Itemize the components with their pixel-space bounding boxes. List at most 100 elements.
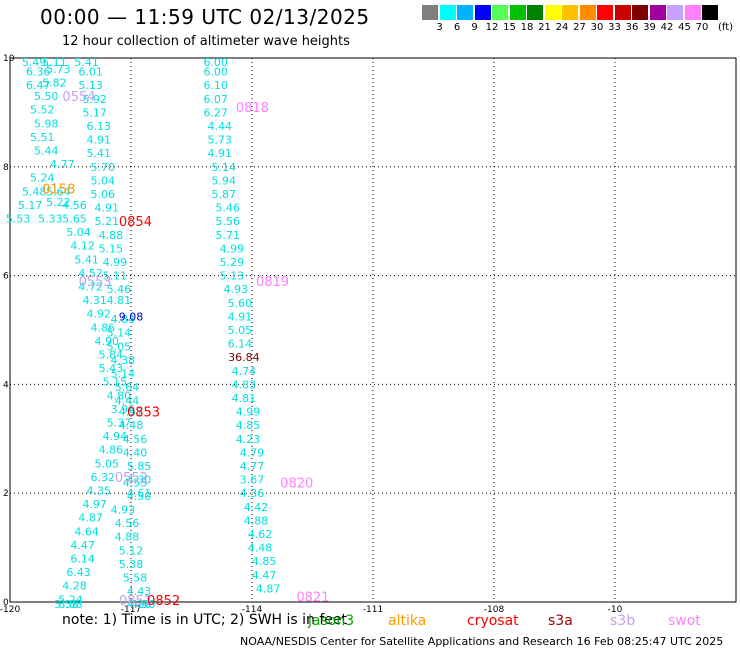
pass-time-label: 0820 xyxy=(280,476,313,491)
color-scale-unit: (ft) xyxy=(717,22,734,33)
color-swatch xyxy=(474,5,491,20)
color-scale-label: 21 xyxy=(538,22,551,33)
wave-height-label: 4.83 xyxy=(232,378,257,391)
color-swatch xyxy=(614,5,631,20)
color-swatch xyxy=(544,5,561,20)
wave-height-label: 4.91 xyxy=(207,147,232,160)
wave-height-label: 5.24 xyxy=(30,172,55,185)
wave-height-label: 4.23 xyxy=(236,433,261,446)
pass-time-label: 0552 xyxy=(115,471,148,486)
wave-height-label: 4.44 xyxy=(115,395,140,408)
pass-time-label: 0818 xyxy=(236,101,269,116)
wave-height-label: 5.37 xyxy=(107,416,132,429)
wave-height-label: 5.73 xyxy=(46,63,71,76)
wave-height-label: 5.94 xyxy=(212,174,237,187)
y-tick-label: 0 xyxy=(3,598,9,608)
wave-height-label: 5.58 xyxy=(54,598,79,611)
source-cryosat: cryosat xyxy=(467,613,519,629)
wave-height-label: 4.40 xyxy=(123,446,148,459)
wave-height-label: 5.53 xyxy=(6,212,31,225)
wave-height-label: 4.90 xyxy=(95,335,120,348)
wave-height-label: 4.74 xyxy=(232,365,257,378)
wave-height-label: 6.13 xyxy=(86,120,111,133)
wave-height-label: 4.87 xyxy=(256,582,281,595)
wave-height-label: 5.12 xyxy=(119,544,144,557)
wave-height-label: 4.30 xyxy=(131,598,156,611)
wave-height-label: 4.48 xyxy=(119,419,144,432)
pass-time-label: 0158 xyxy=(42,183,75,198)
color-swatch xyxy=(579,5,596,20)
wave-height-label: 4.81 xyxy=(107,294,132,307)
wave-height-label: 5.51 xyxy=(30,131,55,144)
wave-height-label: 4.86 xyxy=(91,321,116,334)
footer-note: note: 1) Time is in UTC; 2) SWH is in fe… xyxy=(62,612,348,628)
wave-height-label: 6.07 xyxy=(203,93,228,106)
wave-height-label: 5.70 xyxy=(91,161,116,174)
wave-height-label: 6.36 xyxy=(26,66,51,79)
wave-height-label: 5.05 xyxy=(95,457,120,470)
wave-height-label: 5.71 xyxy=(216,229,241,242)
wave-height-label: 4.56 xyxy=(62,199,87,212)
wave-height-label: 5.52 xyxy=(30,104,55,117)
pass-time-label: 0851 xyxy=(119,594,152,609)
wave-height-label: 5.98 xyxy=(34,117,59,130)
source-altika: altika xyxy=(388,613,427,629)
wave-height-label: 4.92 xyxy=(86,308,111,321)
color-scale-label: 9 xyxy=(471,22,478,33)
wave-height-label: 5.41 xyxy=(86,147,111,160)
wave-height-label: 5.41 xyxy=(74,253,99,266)
wave-height-label: 4.61 xyxy=(127,487,152,500)
wave-height-label: 4.62 xyxy=(248,528,273,541)
wave-height-label: 6.00 xyxy=(203,56,228,69)
source-s3a: s3a xyxy=(548,613,573,629)
x-tick-label: -114 xyxy=(242,605,263,615)
x-tick-label: -108 xyxy=(484,605,505,615)
wave-height-label: 4.84 xyxy=(111,313,136,326)
wave-height-label: 4.77 xyxy=(240,460,265,473)
wave-height-label: 4.50 xyxy=(127,490,152,503)
pass-time-label: 0553 xyxy=(79,275,112,290)
color-swatch xyxy=(422,5,438,20)
wave-height-label: 4.85 xyxy=(236,419,261,432)
wave-height-label: 5.11 xyxy=(42,56,67,69)
y-tick-label: 2 xyxy=(3,489,9,499)
color-scale-label: 24 xyxy=(555,22,569,33)
wave-height-label: 4.99 xyxy=(103,256,128,269)
wave-height-label: 6.08 xyxy=(58,598,83,611)
color-scale-label: 18 xyxy=(520,22,534,33)
wave-height-label: 5.04 xyxy=(91,174,116,187)
wave-height-label: 4.56 xyxy=(115,517,140,530)
wave-height-label: 4.94 xyxy=(103,430,128,443)
wave-height-label: 5.92 xyxy=(82,93,107,106)
wave-height-label: 9.08 xyxy=(119,310,144,323)
wave-height-label: 4.93 xyxy=(111,504,136,517)
wave-height-label: 4.87 xyxy=(78,512,103,525)
wave-height-label: 4.88 xyxy=(115,531,140,544)
wave-height-label: 6.01 xyxy=(78,66,103,79)
wave-height-label: 4.79 xyxy=(240,446,265,459)
footer-credit: NOAA/NESDIS Center for Satellite Applica… xyxy=(240,635,724,648)
wave-height-label: 4.43 xyxy=(127,585,152,598)
y-tick-label: 10 xyxy=(3,54,15,64)
wave-height-label: 5.46 xyxy=(107,283,132,296)
wave-height-label: 4.48 xyxy=(248,542,273,555)
wave-height-label: 36.84 xyxy=(228,351,260,364)
wave-height-label: 4.38 xyxy=(111,354,136,367)
wave-height-label: 4.86 xyxy=(99,444,124,457)
wave-height-label: 5.11 xyxy=(103,270,128,283)
wave-height-label: 4.30 xyxy=(127,474,152,487)
wave-height-label: 4.56 xyxy=(123,433,148,446)
x-tick-label: -117 xyxy=(121,605,141,615)
wave-height-label: 4.81 xyxy=(232,392,257,405)
wave-height-label: 6.14 xyxy=(70,552,95,565)
source-jason3: jason3 xyxy=(308,613,355,629)
color-swatch xyxy=(457,5,473,20)
color-swatch xyxy=(702,5,718,20)
x-tick-label: -120 xyxy=(0,605,20,615)
pass-time-label: 0852 xyxy=(147,594,180,609)
wave-height-label: 5.15 xyxy=(99,242,124,255)
color-scale-label: 45 xyxy=(678,22,691,33)
wave-height-label: 5.73 xyxy=(207,134,232,147)
wave-height-label: 5.44 xyxy=(34,144,59,157)
